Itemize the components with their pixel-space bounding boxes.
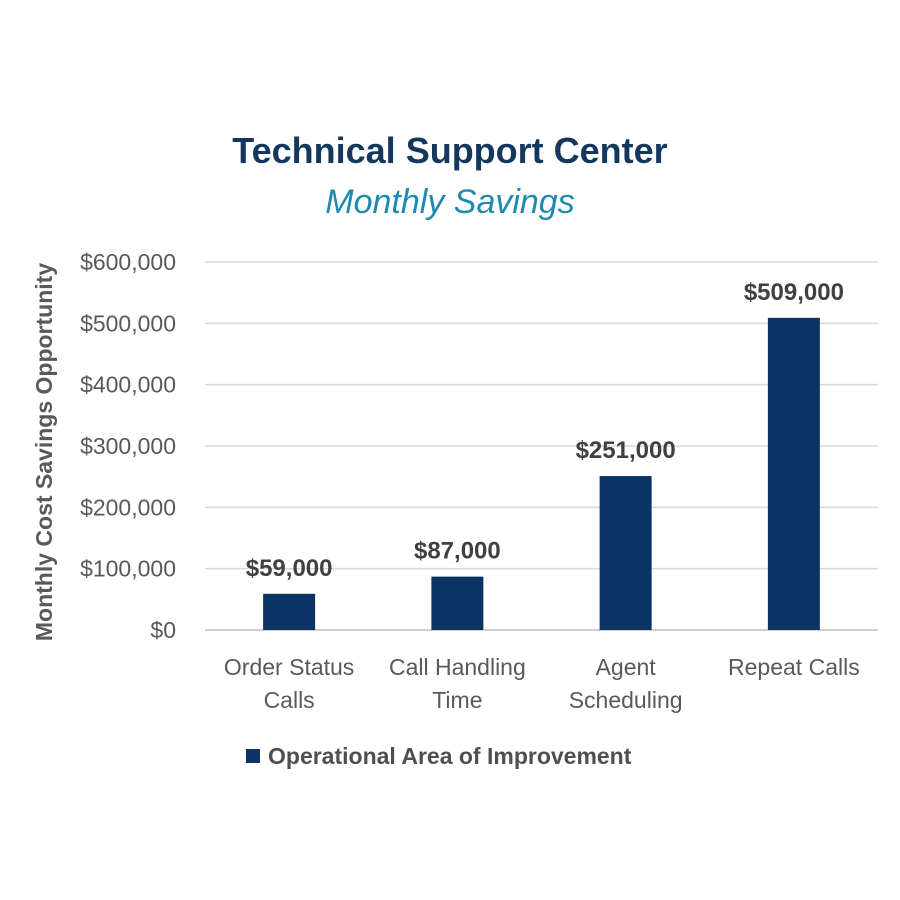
x-axis-ticks: Order Status Calls Call Handling Time Agent S…: [224, 654, 860, 713]
legend: Operational Area of Improvement: [246, 740, 631, 772]
x-tick-label: Agent: [596, 654, 657, 680]
y-tick-label: $400,000: [80, 372, 176, 398]
data-label: $87,000: [414, 538, 501, 565]
y-tick-label: $500,000: [80, 310, 176, 336]
y-tick-label: $200,000: [80, 494, 176, 520]
bar: [431, 576, 484, 630]
gridlines: [205, 261, 878, 631]
bars: [263, 317, 820, 630]
y-axis-ticks: $0 $100,000 $200,000 $300,000 $400,000 $500,0…: [80, 249, 176, 643]
data-labels: $59,000 $87,000 $251,000 $509,000: [246, 279, 844, 582]
legend-label: Operational Area of Improvement: [268, 742, 632, 769]
x-tick-label: Order Status: [224, 654, 354, 680]
x-tick-label: Time: [432, 687, 482, 713]
y-tick-label: $600,000: [80, 249, 176, 275]
data-label: $251,000: [576, 437, 676, 464]
x-tick-label: Scheduling: [569, 687, 683, 713]
x-tick-label: Calls: [264, 687, 315, 713]
bar: [599, 476, 652, 630]
bar: [767, 317, 820, 630]
bar: [263, 593, 316, 630]
x-tick-label: Call Handling: [389, 654, 526, 680]
y-tick-label: $300,000: [80, 433, 176, 459]
y-tick-label: $100,000: [80, 556, 176, 582]
data-label: $59,000: [246, 555, 333, 582]
y-axis-title: Monthly Cost Savings Opportunity: [31, 263, 57, 641]
x-tick-label: Repeat Calls: [728, 654, 860, 680]
y-tick-label: $0: [150, 617, 176, 643]
chart-subtitle: Monthly Savings: [325, 183, 575, 221]
chart-title: Technical Support Center: [232, 130, 668, 171]
data-label: $509,000: [744, 279, 844, 306]
legend-swatch: [246, 749, 260, 763]
